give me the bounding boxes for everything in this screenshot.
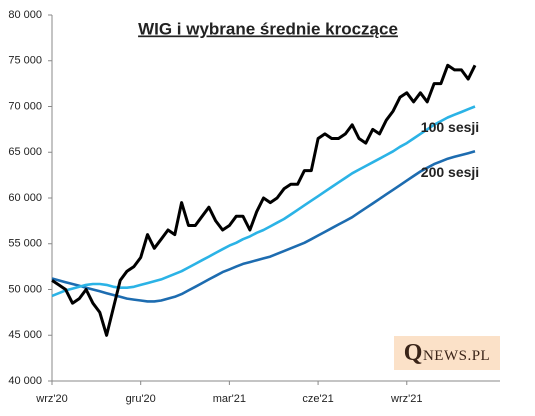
x-tick-label: wrz'21 [390,393,422,405]
series-label: 100 sesji [421,119,479,135]
y-tick-label: 70 000 [8,100,42,112]
x-tick-label: mar'21 [213,393,246,405]
line-series [51,105,476,298]
series-label: 200 sesji [421,164,479,180]
y-tick-label: 50 000 [8,283,42,295]
y-tick-label: 75 000 [8,55,42,67]
chart-title: WIG i wybrane średnie kroczące [138,19,398,38]
y-tick-label: 80 000 [8,9,42,21]
y-tick-label: 40 000 [8,375,42,387]
y-tick-label: 45 000 [8,329,42,341]
line-series [51,150,476,303]
y-tick-label: 65 000 [8,146,42,158]
source-logo: QNEWS.PL [394,336,500,370]
line-series [51,63,477,337]
x-tick-label: cze'21 [302,393,333,405]
x-tick-label: gru'20 [126,393,156,405]
y-tick-label: 60 000 [8,192,42,204]
y-tick-label: 55 000 [8,238,42,250]
x-tick-label: wrz'20 [35,393,67,405]
